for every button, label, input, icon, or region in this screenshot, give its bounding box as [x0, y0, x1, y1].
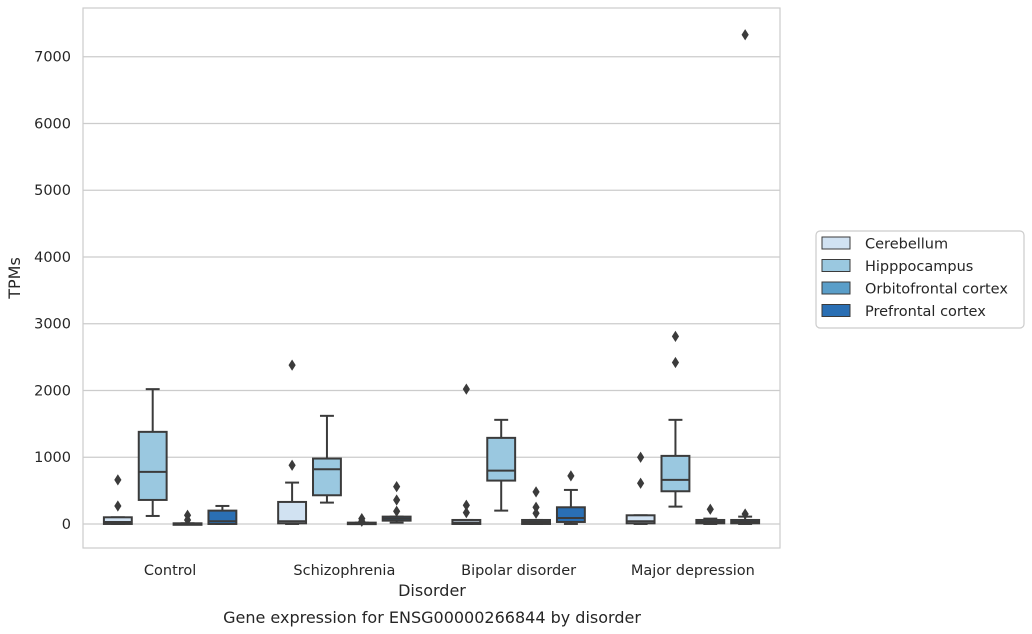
outlier-point [462, 383, 470, 395]
legend-label: Cerebellum [865, 237, 948, 253]
box-hipppocampus [486, 418, 517, 512]
y-gridlines [83, 56, 780, 525]
outlier-point [706, 503, 714, 515]
legend-swatch [821, 236, 851, 250]
outlier-point [183, 514, 192, 526]
outlier-point [671, 356, 680, 369]
legend-swatch [821, 304, 851, 317]
outlier-point [358, 515, 366, 527]
outlier-point [741, 508, 749, 520]
y-tick-label: 0 [62, 517, 71, 533]
chart-caption: Gene expression for ENSG00000266844 by d… [223, 608, 641, 627]
plot-area-frame [82, 7, 781, 549]
box-orbitofrontal-cortex [172, 509, 203, 526]
box-body [625, 514, 656, 525]
outlier-point [532, 501, 540, 513]
y-tick-label: 1000 [34, 450, 71, 466]
outlier-point [532, 486, 540, 498]
box-orbitofrontal-cortex [521, 486, 551, 525]
y-tick-label: 7000 [34, 50, 71, 66]
outlier-point [462, 506, 470, 519]
box-cerebellum [102, 474, 133, 525]
y-tick-label: 6000 [34, 116, 71, 132]
box-groups [102, 29, 761, 527]
outlier-point [462, 499, 470, 511]
y-axis-label: TPMs [5, 257, 24, 300]
x-tick-labels: Control Schizophrenia Bipolar disorder Majo… [144, 563, 755, 579]
box-cerebellum [625, 451, 656, 525]
outlier-point [567, 470, 575, 482]
y-tick-labels: 0 1000 2000 3000 4000 5000 6000 7000 [34, 50, 71, 533]
box-prefrontal-cortex [730, 29, 761, 525]
legend-label: Orbitofrontal cortex [865, 282, 1008, 298]
outlier-point [741, 29, 749, 41]
box-body [102, 516, 133, 525]
outlier-point [671, 330, 680, 343]
outlier-point [288, 459, 296, 471]
box-body [486, 436, 517, 482]
x-tick-label: Schizophrenia [293, 563, 395, 579]
legend: Cerebellum Hipppocampus Orbitofrontal cort… [815, 230, 1025, 329]
box-cerebellum [451, 383, 482, 525]
legend-swatch [821, 281, 851, 295]
x-tick-label: Major depression [631, 563, 755, 579]
box-prefrontal-cortex [381, 480, 412, 524]
box-hipppocampus [660, 330, 691, 508]
x-tick-label: Bipolar disorder [461, 563, 576, 579]
outlier-point [637, 477, 645, 489]
box-prefrontal-cortex [555, 470, 586, 525]
outlier-point [532, 507, 540, 519]
box-body [137, 430, 168, 501]
box-body [660, 454, 691, 493]
box-orbitofrontal-cortex [695, 503, 726, 525]
legend-label: Hipppocampus [865, 259, 973, 275]
outlier-point [393, 494, 401, 506]
outlier-point [114, 474, 122, 486]
box-hipppocampus [312, 414, 342, 504]
outlier-point [114, 500, 122, 512]
box-prefrontal-cortex [207, 504, 238, 525]
y-tick-label: 3000 [34, 317, 71, 333]
y-tick-label: 4000 [34, 250, 71, 266]
box-hipppocampus [137, 388, 168, 517]
box-orbitofrontal-cortex [346, 513, 377, 527]
y-tick-label: 5000 [34, 183, 71, 199]
legend-swatch [821, 259, 851, 272]
legend-label: Prefrontal cortex [865, 304, 986, 320]
x-axis-label: Disorder [398, 581, 466, 600]
box-body [555, 506, 586, 523]
outlier-point [393, 505, 401, 517]
y-tick-label: 2000 [34, 383, 71, 399]
box-body [277, 500, 308, 525]
box-body [312, 457, 342, 497]
outlier-point [288, 359, 296, 371]
legend-frame [815, 230, 1025, 329]
x-tick-label: Control [144, 563, 196, 579]
outlier-point [637, 451, 645, 463]
outlier-point [393, 480, 401, 493]
box-cerebellum [277, 359, 308, 525]
